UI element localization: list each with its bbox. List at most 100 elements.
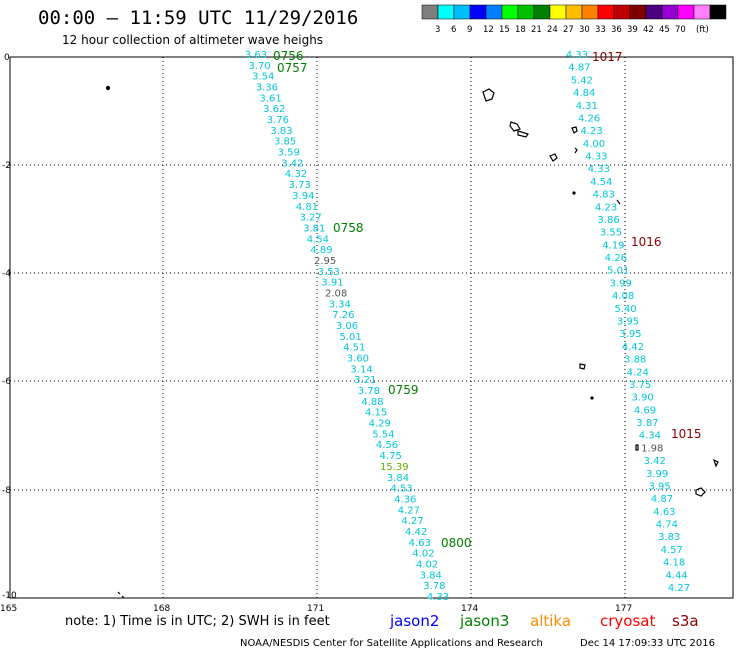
legend-jason3: jason3 (459, 612, 509, 630)
swh-value: 2.95 (314, 256, 336, 267)
colorbar-swatch (549, 4, 567, 20)
colorbar-swatch (453, 4, 471, 20)
colorbar-swatch (709, 4, 727, 20)
pass-time-label: 0759 (388, 383, 419, 397)
swh-value: 4.63 (409, 538, 431, 549)
swh-value: 3.53 (318, 267, 340, 278)
swh-value: 4.02 (416, 559, 438, 570)
page-subtitle: 12 hour collection of altimeter wave hei… (62, 33, 323, 47)
page-title: 00:00 – 11:59 UTC 11/29/2016 (38, 7, 358, 29)
swh-value: 4.31 (576, 101, 598, 112)
colorbar-label: 18 (515, 25, 526, 35)
swh-value: 3.78 (423, 581, 445, 592)
colorbar-swatch (469, 4, 487, 20)
track-west: 3.633.703.543.363.613.623.763.833.853.59… (245, 50, 449, 603)
swh-value: 3.14 (350, 364, 372, 375)
swh-value: 4.33 (585, 152, 607, 163)
swh-value: 3.95 (617, 317, 639, 328)
swh-value: 4.44 (665, 570, 687, 581)
colorbar-label: 21 (531, 25, 542, 35)
island-outline (712, 458, 719, 468)
pass-time-label: 0800 (441, 536, 472, 550)
island-outline (579, 363, 586, 370)
lon-tick-label: 171 (307, 604, 324, 614)
swh-value: 3.63 (245, 50, 267, 61)
colorbar-swatch (565, 4, 583, 20)
colorbar-label: 30 (579, 25, 590, 35)
swh-value: 4.32 (285, 169, 307, 180)
colorbar-label: 42 (643, 25, 654, 35)
swh-value: 4.33 (427, 592, 449, 603)
swh-value: 3.95 (619, 329, 641, 340)
colorbar-label: 36 (611, 25, 622, 35)
colorbar-label: 15 (499, 25, 510, 35)
island-outline (517, 130, 529, 138)
swh-value: 3.85 (274, 137, 296, 148)
swh-value: 3.84 (387, 473, 409, 484)
swh-value: 5.54 (372, 429, 394, 440)
swh-value: 3.81 (303, 223, 325, 234)
island-dot (105, 85, 111, 91)
swh-value: 3.27 (299, 213, 321, 224)
island-outline (549, 153, 558, 162)
colorbar-swatch (485, 4, 503, 20)
swh-value: 4.27 (668, 583, 690, 594)
colorbar-swatch (645, 4, 663, 20)
swh-value: 4.00 (583, 139, 605, 150)
lat-tick-label: -2 (2, 161, 11, 171)
swh-value: 3.91 (321, 278, 343, 289)
swh-value: 4.02 (412, 549, 434, 560)
pass-time-label: 1017 (592, 50, 623, 64)
swh-value: 3.06 (336, 321, 358, 332)
colorbar-swatch (661, 4, 679, 20)
swh-value: 3.70 (249, 61, 271, 72)
swh-value: 4.75 (380, 451, 402, 462)
swh-value: 5.40 (614, 304, 636, 315)
lon-tick-label: 168 (153, 604, 170, 614)
lon-tick-label: 165 (0, 604, 17, 614)
colorbar-label: 3 (435, 25, 440, 35)
swh-value: 4.81 (296, 202, 318, 213)
island-outline (571, 126, 578, 134)
swh-value: 4.84 (573, 88, 595, 99)
swh-value: 4.23 (595, 202, 617, 213)
swh-value: 4.08 (612, 291, 634, 302)
track-east-times: 1017 1016 1015 (592, 50, 702, 441)
lat-tick-label: -10 (2, 591, 17, 601)
colorbar-label: 70 (675, 25, 686, 35)
islands (105, 85, 719, 599)
swh-value: 3.73 (289, 180, 311, 191)
swh-value: 3.55 (600, 228, 622, 239)
colorbar-swatch (421, 4, 439, 20)
swh-value: 3.36 (256, 83, 278, 94)
swh-value: 3.34 (329, 299, 351, 310)
swh-value: 1.98 (641, 443, 663, 454)
swh-value: 4.23 (580, 126, 602, 137)
swh-value: 3.86 (597, 215, 619, 226)
swh-value: 4.42 (622, 342, 644, 353)
swh-value: 4.51 (343, 343, 365, 354)
timestamp: Dec 14 17:09:33 UTC 2016 (580, 638, 715, 649)
colorbar-label: (ft) (696, 25, 709, 35)
swh-value: 4.57 (661, 545, 683, 556)
island-outline (121, 595, 125, 599)
credit-text: NOAA/NESDIS Center for Satellite Applica… (240, 638, 543, 649)
colorbar-swatch (517, 4, 535, 20)
island-outline (695, 487, 706, 497)
lon-tick-label: 174 (461, 604, 478, 614)
swh-value: 4.87 (651, 494, 673, 505)
pass-time-label: 1015 (671, 427, 702, 441)
swh-value: 2.08 (325, 288, 347, 299)
swh-value: 4.53 (390, 484, 412, 495)
swh-value: 4.54 (590, 177, 612, 188)
track-east: 4.334.875.424.844.314.264.234.004.334.33… (566, 50, 690, 594)
swh-value: 3.42 (644, 456, 666, 467)
colorbar-swatch (677, 4, 695, 20)
swh-value: 4.24 (627, 367, 649, 378)
swh-value: 3.54 (252, 72, 274, 83)
swh-value: 3.42 (281, 158, 303, 169)
swh-value: 4.33 (588, 164, 610, 175)
swh-value: 3.78 (358, 386, 380, 397)
pass-time-label: 0756 (273, 49, 304, 63)
